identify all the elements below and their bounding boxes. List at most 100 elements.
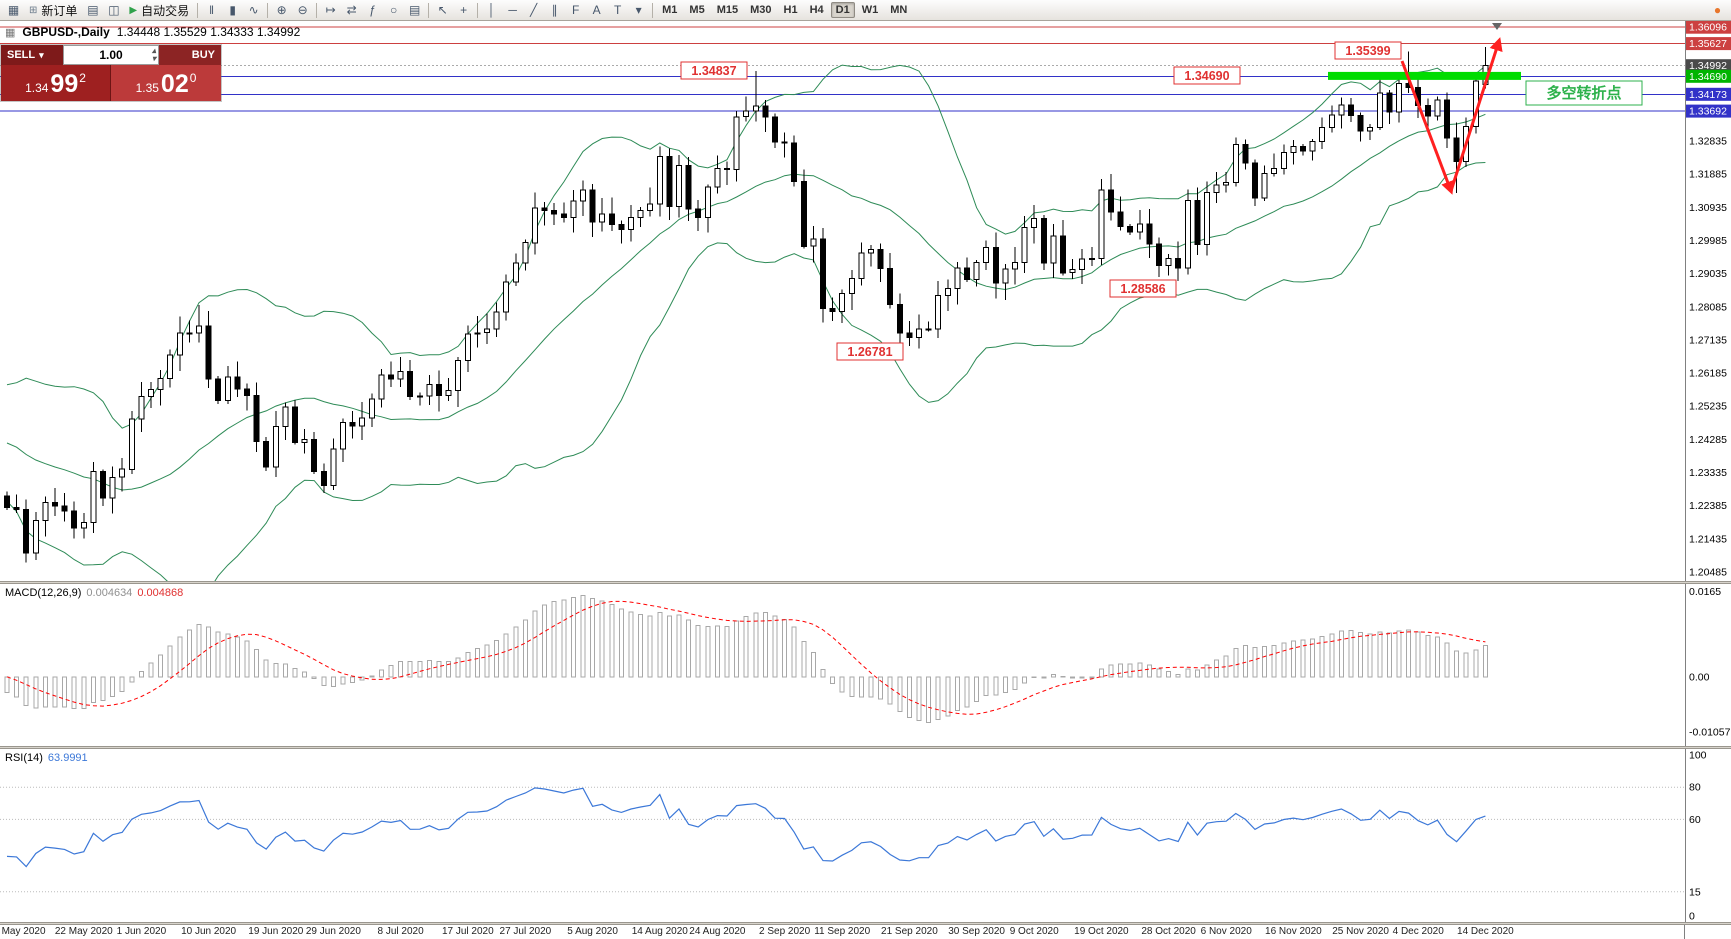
date-label: 16 Nov 2020	[1265, 926, 1322, 937]
rsi-panel-canvas[interactable]: 100 80 60 15 0	[0, 749, 1731, 922]
indicators-icon[interactable]: ƒ	[369, 3, 376, 17]
date-label: 14 Aug 2020	[631, 926, 688, 937]
volume-input[interactable]: 1.00 ▴ ▾	[63, 45, 159, 65]
chart-title-bar: ▦ GBPUSD-,Daily 1.34448 1.35529 1.34333 …	[5, 25, 300, 39]
panel-splitter[interactable]	[0, 746, 1731, 749]
panel-splitter[interactable]	[0, 922, 1731, 925]
sell-price-button[interactable]: 1.34 99 2	[1, 65, 111, 101]
date-label: 11 Sep 2020	[814, 926, 871, 937]
new-order-button[interactable]: ⊞ 新订单	[29, 3, 78, 18]
macd-panel-canvas[interactable]: 0.0165 0.00 -0.010571	[0, 584, 1731, 746]
date-label: 19 Oct 2020	[1074, 926, 1129, 937]
timeframe-w1-button[interactable]: W1	[861, 4, 879, 16]
candlestick-chart-icon[interactable]: ▮	[229, 3, 236, 17]
toolbar-separator	[477, 2, 479, 18]
price-label-annotation[interactable]	[836, 342, 904, 361]
periods-icon[interactable]: ○	[390, 3, 398, 17]
cursor-icon[interactable]: ↖	[437, 3, 448, 17]
auto-scroll-icon[interactable]: ↦	[325, 3, 336, 17]
zoom-out-icon[interactable]: ⊖	[297, 3, 308, 17]
crosshair-icon[interactable]: +	[460, 3, 468, 17]
svg-text:1.27135: 1.27135	[1689, 334, 1727, 346]
community-icon[interactable]: ●	[1713, 3, 1722, 17]
timeframe-m30-button[interactable]: M30	[750, 4, 772, 16]
price-label-annotation[interactable]	[1334, 41, 1402, 60]
svg-text:80: 80	[1689, 782, 1701, 794]
timeframe-h4-button[interactable]: H4	[809, 4, 824, 16]
svg-text:1.28586: 1.28586	[1120, 282, 1165, 296]
svg-text:1.24285: 1.24285	[1689, 434, 1727, 446]
horizontal-line-icon[interactable]: ─	[508, 3, 517, 17]
svg-text:1.31885: 1.31885	[1689, 169, 1727, 181]
svg-text:1.34173: 1.34173	[1689, 89, 1727, 101]
autotrading-button[interactable]: ▶ 自动交易	[129, 3, 190, 18]
timeframe-mn-button[interactable]: MN	[890, 4, 908, 16]
zoom-in-icon[interactable]: ⊕	[276, 3, 287, 17]
trend-arrow[interactable]	[1400, 60, 1454, 195]
rsi-line	[6, 787, 1486, 868]
price-label-annotation[interactable]	[1173, 66, 1241, 85]
volume-stepper[interactable]: ▴ ▾	[152, 47, 156, 63]
panel-splitter[interactable]	[0, 581, 1731, 584]
svg-text:-0.010571: -0.010571	[1689, 726, 1731, 738]
toolbar: ▦ ⊞ 新订单 ▤ ◫ ▶ 自动交易 ‖ ▮ ∿ ⊕ ⊖ ↦ ⇄ ƒ ○ ▤ ↖ + │ ─ ╱ ∥ F A T ▾ M1 M5 M15 M…	[0, 0, 1731, 21]
buy-label: BUY	[191, 49, 215, 61]
shapes-icon[interactable]: ▾	[635, 3, 642, 17]
svg-text:100: 100	[1689, 750, 1707, 762]
timeframe-m15-button[interactable]: M15	[716, 4, 739, 16]
svg-text:1.35399: 1.35399	[1345, 44, 1390, 58]
vertical-line-icon[interactable]: │	[487, 3, 496, 17]
svg-text:1.26781: 1.26781	[847, 345, 892, 359]
support-zone-band[interactable]	[1328, 71, 1521, 80]
candlesticks	[4, 47, 1489, 563]
date-label: 21 Sep 2020	[881, 926, 938, 937]
chart-window-icon: ▦	[5, 26, 16, 39]
new-chart-icon[interactable]: ▦	[7, 3, 20, 17]
trend-arrow[interactable]	[1449, 37, 1503, 192]
fibonacci-icon[interactable]: F	[571, 3, 580, 17]
timeframe-h1-button[interactable]: H1	[783, 4, 798, 16]
svg-text:1.35627: 1.35627	[1689, 38, 1727, 50]
buy-button[interactable]: BUY	[159, 45, 221, 65]
price-label-annotation[interactable]	[1109, 279, 1177, 298]
date-label: 1 Jun 2020	[116, 926, 167, 937]
timeframe-d1-button[interactable]: D1	[830, 2, 855, 18]
trendline-icon[interactable]: ╱	[530, 3, 538, 17]
svg-text:0.00: 0.00	[1689, 672, 1710, 684]
svg-text:1.22385: 1.22385	[1689, 500, 1727, 512]
text-icon[interactable]: A	[592, 3, 601, 17]
svg-text:1.25235: 1.25235	[1689, 401, 1727, 413]
date-label: 8 Jul 2020	[377, 926, 424, 937]
volume-up-icon[interactable]: ▴	[151, 46, 156, 55]
label-icon[interactable]: T	[613, 3, 622, 17]
sell-button[interactable]: SELL ▾	[1, 45, 63, 65]
date-label: 17 Jul 2020	[441, 926, 494, 937]
price-label-annotation[interactable]	[680, 61, 748, 80]
note-box[interactable]	[1525, 80, 1643, 106]
svg-text:1.20485: 1.20485	[1689, 567, 1727, 579]
macd-signal-line	[6, 600, 1486, 715]
volume-down-icon[interactable]: ▾	[151, 54, 156, 63]
timeframe-m1-button[interactable]: M1	[662, 4, 678, 16]
date-label: 29 Jun 2020	[305, 926, 361, 937]
toolbar-separator	[267, 2, 269, 18]
buy-price-pipette: 0	[189, 71, 197, 85]
profiles-icon[interactable]: ▤	[87, 3, 99, 17]
templates-icon[interactable]: ▤	[408, 3, 421, 17]
svg-text:多空转折点: 多空转折点	[1546, 84, 1621, 102]
bollinger-bands	[6, 64, 1486, 581]
price-chart-canvas[interactable]: 1.32835 1.31885 1.30935 1.29985 1.29035 1.280…	[0, 21, 1731, 581]
timeframe-m5-button[interactable]: M5	[689, 4, 705, 16]
line-chart-icon[interactable]: ∿	[248, 3, 259, 17]
price-scale[interactable]: 1.32835 1.31885 1.30935 1.29985 1.29035 1.280…	[1685, 21, 1731, 581]
svg-text:1.33692: 1.33692	[1689, 106, 1727, 118]
buy-price-button[interactable]: 1.35 02 0	[111, 65, 221, 101]
chart-shift-icon[interactable]: ⇄	[346, 3, 357, 17]
channel-icon[interactable]: ∥	[551, 3, 558, 17]
bar-chart-icon[interactable]: ‖	[209, 3, 215, 17]
svg-text:1.30935: 1.30935	[1689, 202, 1727, 214]
svg-text:1.34837: 1.34837	[691, 64, 736, 78]
charts-tile-icon[interactable]: ◫	[108, 3, 120, 17]
svg-text:1.29035: 1.29035	[1689, 268, 1727, 280]
